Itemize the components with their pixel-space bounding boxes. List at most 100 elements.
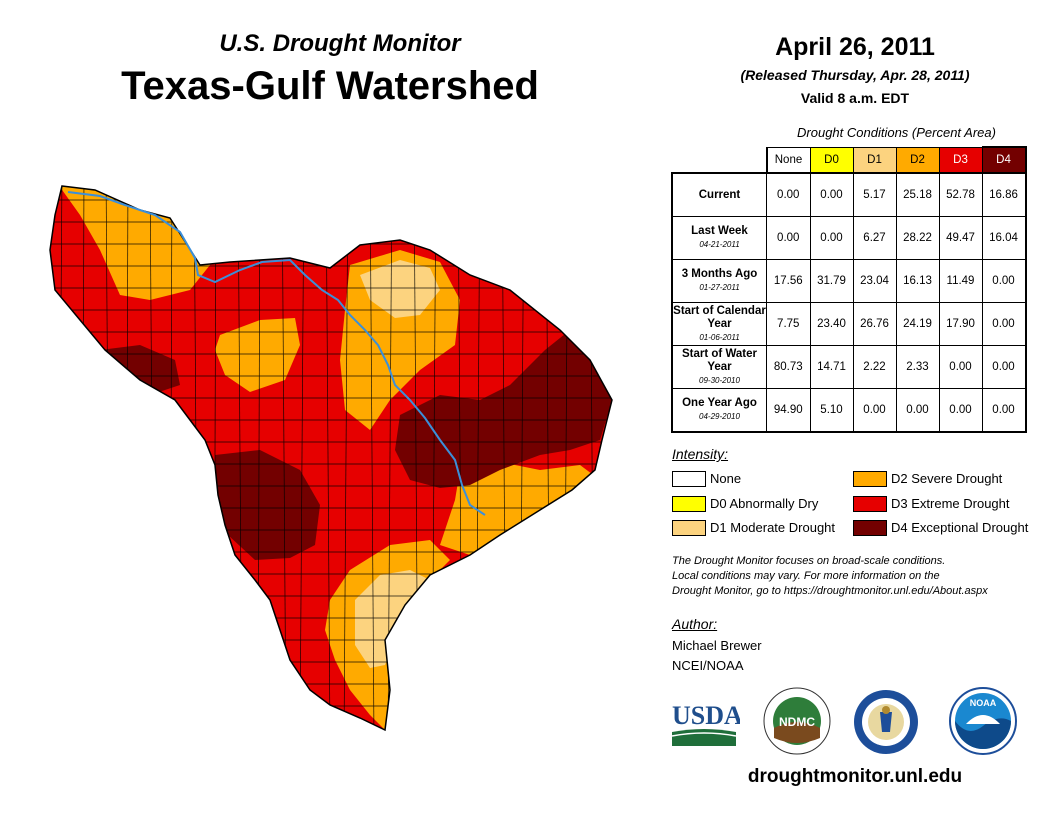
- d2-severe-coast: [440, 462, 600, 555]
- table-cell: 0.00: [938, 345, 983, 389]
- drought-conditions-table: None D0 D1 D2 D3 D4 Current 0.00 0.00 5.…: [671, 146, 1027, 433]
- table-cell: 16.13: [895, 259, 940, 303]
- commerce-seal-logo: [854, 690, 918, 754]
- table-cell: 0.00: [981, 345, 1027, 389]
- col-header-d2: D2: [895, 146, 940, 174]
- table-corner: [672, 147, 768, 174]
- legend-swatch: [672, 520, 706, 536]
- table-cell: 2.22: [852, 345, 897, 389]
- legend-label: D3 Extreme Drought: [891, 496, 1010, 511]
- release-date: (Released Thursday, Apr. 28, 2011): [740, 67, 970, 83]
- legend-title: Intensity:: [672, 446, 729, 462]
- row-label: 3 Months Ago 01-27-2011: [671, 259, 767, 303]
- usda-logo: USDA: [671, 701, 740, 746]
- table-cell: 52.78: [938, 172, 983, 217]
- col-header-none: None: [766, 146, 811, 174]
- table-cell: 6.27: [852, 216, 897, 260]
- col-header-d0: D0: [809, 146, 854, 174]
- map-title: Texas-Gulf Watershed: [121, 64, 539, 108]
- usda-logo-text: USDA: [672, 701, 740, 730]
- table-row: Start of Water Year 09-30-2010 80.73 14.7…: [671, 345, 1027, 389]
- note-line: Local conditions may vary. For more info…: [672, 570, 940, 582]
- author-organization: NCEI/NOAA: [672, 658, 744, 673]
- table-cell: 5.10: [809, 388, 854, 433]
- legend-swatch: [672, 496, 706, 512]
- table-cell: 49.47: [938, 216, 983, 260]
- row-date: 04-29-2010: [699, 412, 740, 421]
- table-row: 3 Months Ago 01-27-2011 17.56 31.79 23.04…: [671, 259, 1027, 303]
- disclaimer-note: The Drought Monitor focuses on broad-sca…: [672, 554, 1042, 599]
- row-date: 04-21-2011: [699, 240, 740, 249]
- table-cell: 11.49: [938, 259, 983, 303]
- table-cell: 24.19: [895, 302, 940, 346]
- col-header-d3: D3: [938, 146, 983, 174]
- table-cell: 31.79: [809, 259, 854, 303]
- noaa-logo-text: NOAA: [970, 698, 997, 708]
- drought-map: [49, 185, 613, 732]
- table-row: One Year Ago 04-29-2010 94.90 5.10 0.00 0…: [671, 388, 1027, 433]
- row-label: One Year Ago 04-29-2010: [671, 388, 767, 433]
- row-label: Last Week 04-21-2011: [671, 216, 767, 260]
- table-row: Start of Calendar Year 01-06-2011 7.75 23…: [671, 302, 1027, 346]
- table-cell: 23.04: [852, 259, 897, 303]
- legend-label: D0 Abnormally Dry: [710, 496, 819, 511]
- legend-swatch: [853, 520, 887, 536]
- river-line: [67, 191, 486, 516]
- legend-label: D4 Exceptional Drought: [891, 520, 1029, 535]
- table-cell: 0.00: [981, 259, 1027, 303]
- table-cell: 25.18: [895, 172, 940, 217]
- table-cell: 0.00: [981, 302, 1027, 346]
- row-label: Start of Calendar Year 01-06-2011: [671, 302, 767, 346]
- table-row: Last Week 04-21-2011 0.00 0.00 6.27 28.22…: [671, 216, 1027, 260]
- table-cell: 0.00: [809, 172, 854, 217]
- col-header-d1: D1: [852, 146, 897, 174]
- table-cell: 0.00: [895, 388, 940, 433]
- row-date: 09-30-2010: [699, 375, 740, 385]
- table-cell: 0.00: [809, 216, 854, 260]
- table-cell: 0.00: [766, 172, 811, 217]
- col-header-d4: D4: [981, 146, 1027, 174]
- legend-label: None: [710, 471, 742, 486]
- table-cell: 0.00: [938, 388, 983, 433]
- table-cell: 26.76: [852, 302, 897, 346]
- d4-exceptional-southwest: [215, 450, 320, 560]
- table-cell: 0.00: [852, 388, 897, 433]
- table-cell: 5.17: [852, 172, 897, 217]
- table-cell: 80.73: [766, 345, 811, 389]
- table-cell: 23.40: [809, 302, 854, 346]
- d1-moderate-south: [355, 570, 430, 668]
- table-cell: 16.86: [981, 172, 1027, 217]
- row-label: Start of Water Year 09-30-2010: [671, 345, 767, 389]
- table-cell: 28.22: [895, 216, 940, 260]
- note-line: Drought Monitor, go to https://droughtmo…: [672, 585, 988, 597]
- table-caption: Drought Conditions (Percent Area): [797, 125, 996, 140]
- row-label-text: Start of Calendar Year: [673, 304, 766, 330]
- drought-area-group: [50, 186, 612, 730]
- legend-swatch: [853, 471, 887, 487]
- row-date: 01-06-2011: [699, 332, 740, 342]
- basin-outline: [49, 185, 613, 732]
- table-cell: 16.04: [981, 216, 1027, 260]
- note-line: The Drought Monitor focuses on broad-sca…: [672, 555, 946, 567]
- row-label-text: 3 Months Ago: [681, 268, 758, 280]
- row-label: Current: [671, 172, 767, 217]
- table-cell: 7.75: [766, 302, 811, 346]
- row-date: 01-27-2011: [699, 283, 740, 292]
- table-cell: 0.00: [981, 388, 1027, 433]
- table-cell: 17.56: [766, 259, 811, 303]
- valid-time: Valid 8 a.m. EDT: [800, 90, 910, 106]
- ndmc-logo-text: NDMC: [779, 715, 815, 729]
- row-label-text: Last Week: [691, 225, 748, 237]
- website-link[interactable]: droughtmonitor.unl.edu: [747, 766, 963, 787]
- legend-label: D1 Moderate Drought: [710, 520, 836, 535]
- table-cell: 94.90: [766, 388, 811, 433]
- table-cell: 14.71: [809, 345, 854, 389]
- table-cell: 2.33: [895, 345, 940, 389]
- row-label-text: Start of Water Year: [682, 347, 757, 373]
- d2-severe-west-central: [215, 318, 300, 392]
- table-cell: 0.00: [766, 216, 811, 260]
- legend-label: D2 Severe Drought: [891, 471, 1003, 486]
- row-label-text: One Year Ago: [682, 397, 757, 409]
- d1-moderate-central: [360, 260, 440, 318]
- ndmc-logo: NDMC: [763, 687, 831, 755]
